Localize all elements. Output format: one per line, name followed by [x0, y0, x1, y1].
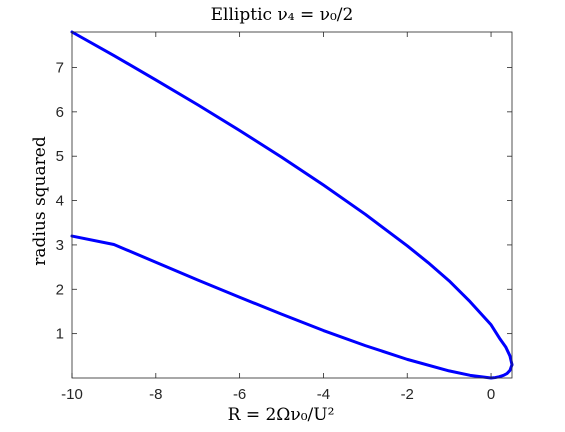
x-tick-label: 0 [487, 386, 495, 403]
series-line-2 [70, 234, 514, 380]
x-tick-label: -2 [401, 386, 414, 403]
x-tick-label: -6 [233, 386, 246, 403]
chart-title: Elliptic ν₄ = ν₀/2 [211, 5, 354, 25]
y-tick-label: 6 [56, 104, 64, 121]
plot-frame [71, 31, 513, 379]
y-tick-label: 5 [56, 148, 64, 165]
y-tick-label: 3 [56, 237, 64, 254]
y-tick-label: 2 [56, 281, 64, 298]
y-tick-label: 4 [56, 193, 64, 210]
x-tick-label: -8 [149, 386, 162, 403]
y-axis-label: radius squared [30, 136, 50, 266]
x-tick-label: -4 [317, 386, 330, 403]
y-tick-label: 7 [56, 59, 64, 76]
y-tick-label: 1 [56, 326, 64, 343]
x-tick-label: -10 [61, 386, 83, 403]
x-axis-label: R = 2Ων₀/U² [228, 405, 335, 425]
series-line-1 [70, 30, 514, 367]
